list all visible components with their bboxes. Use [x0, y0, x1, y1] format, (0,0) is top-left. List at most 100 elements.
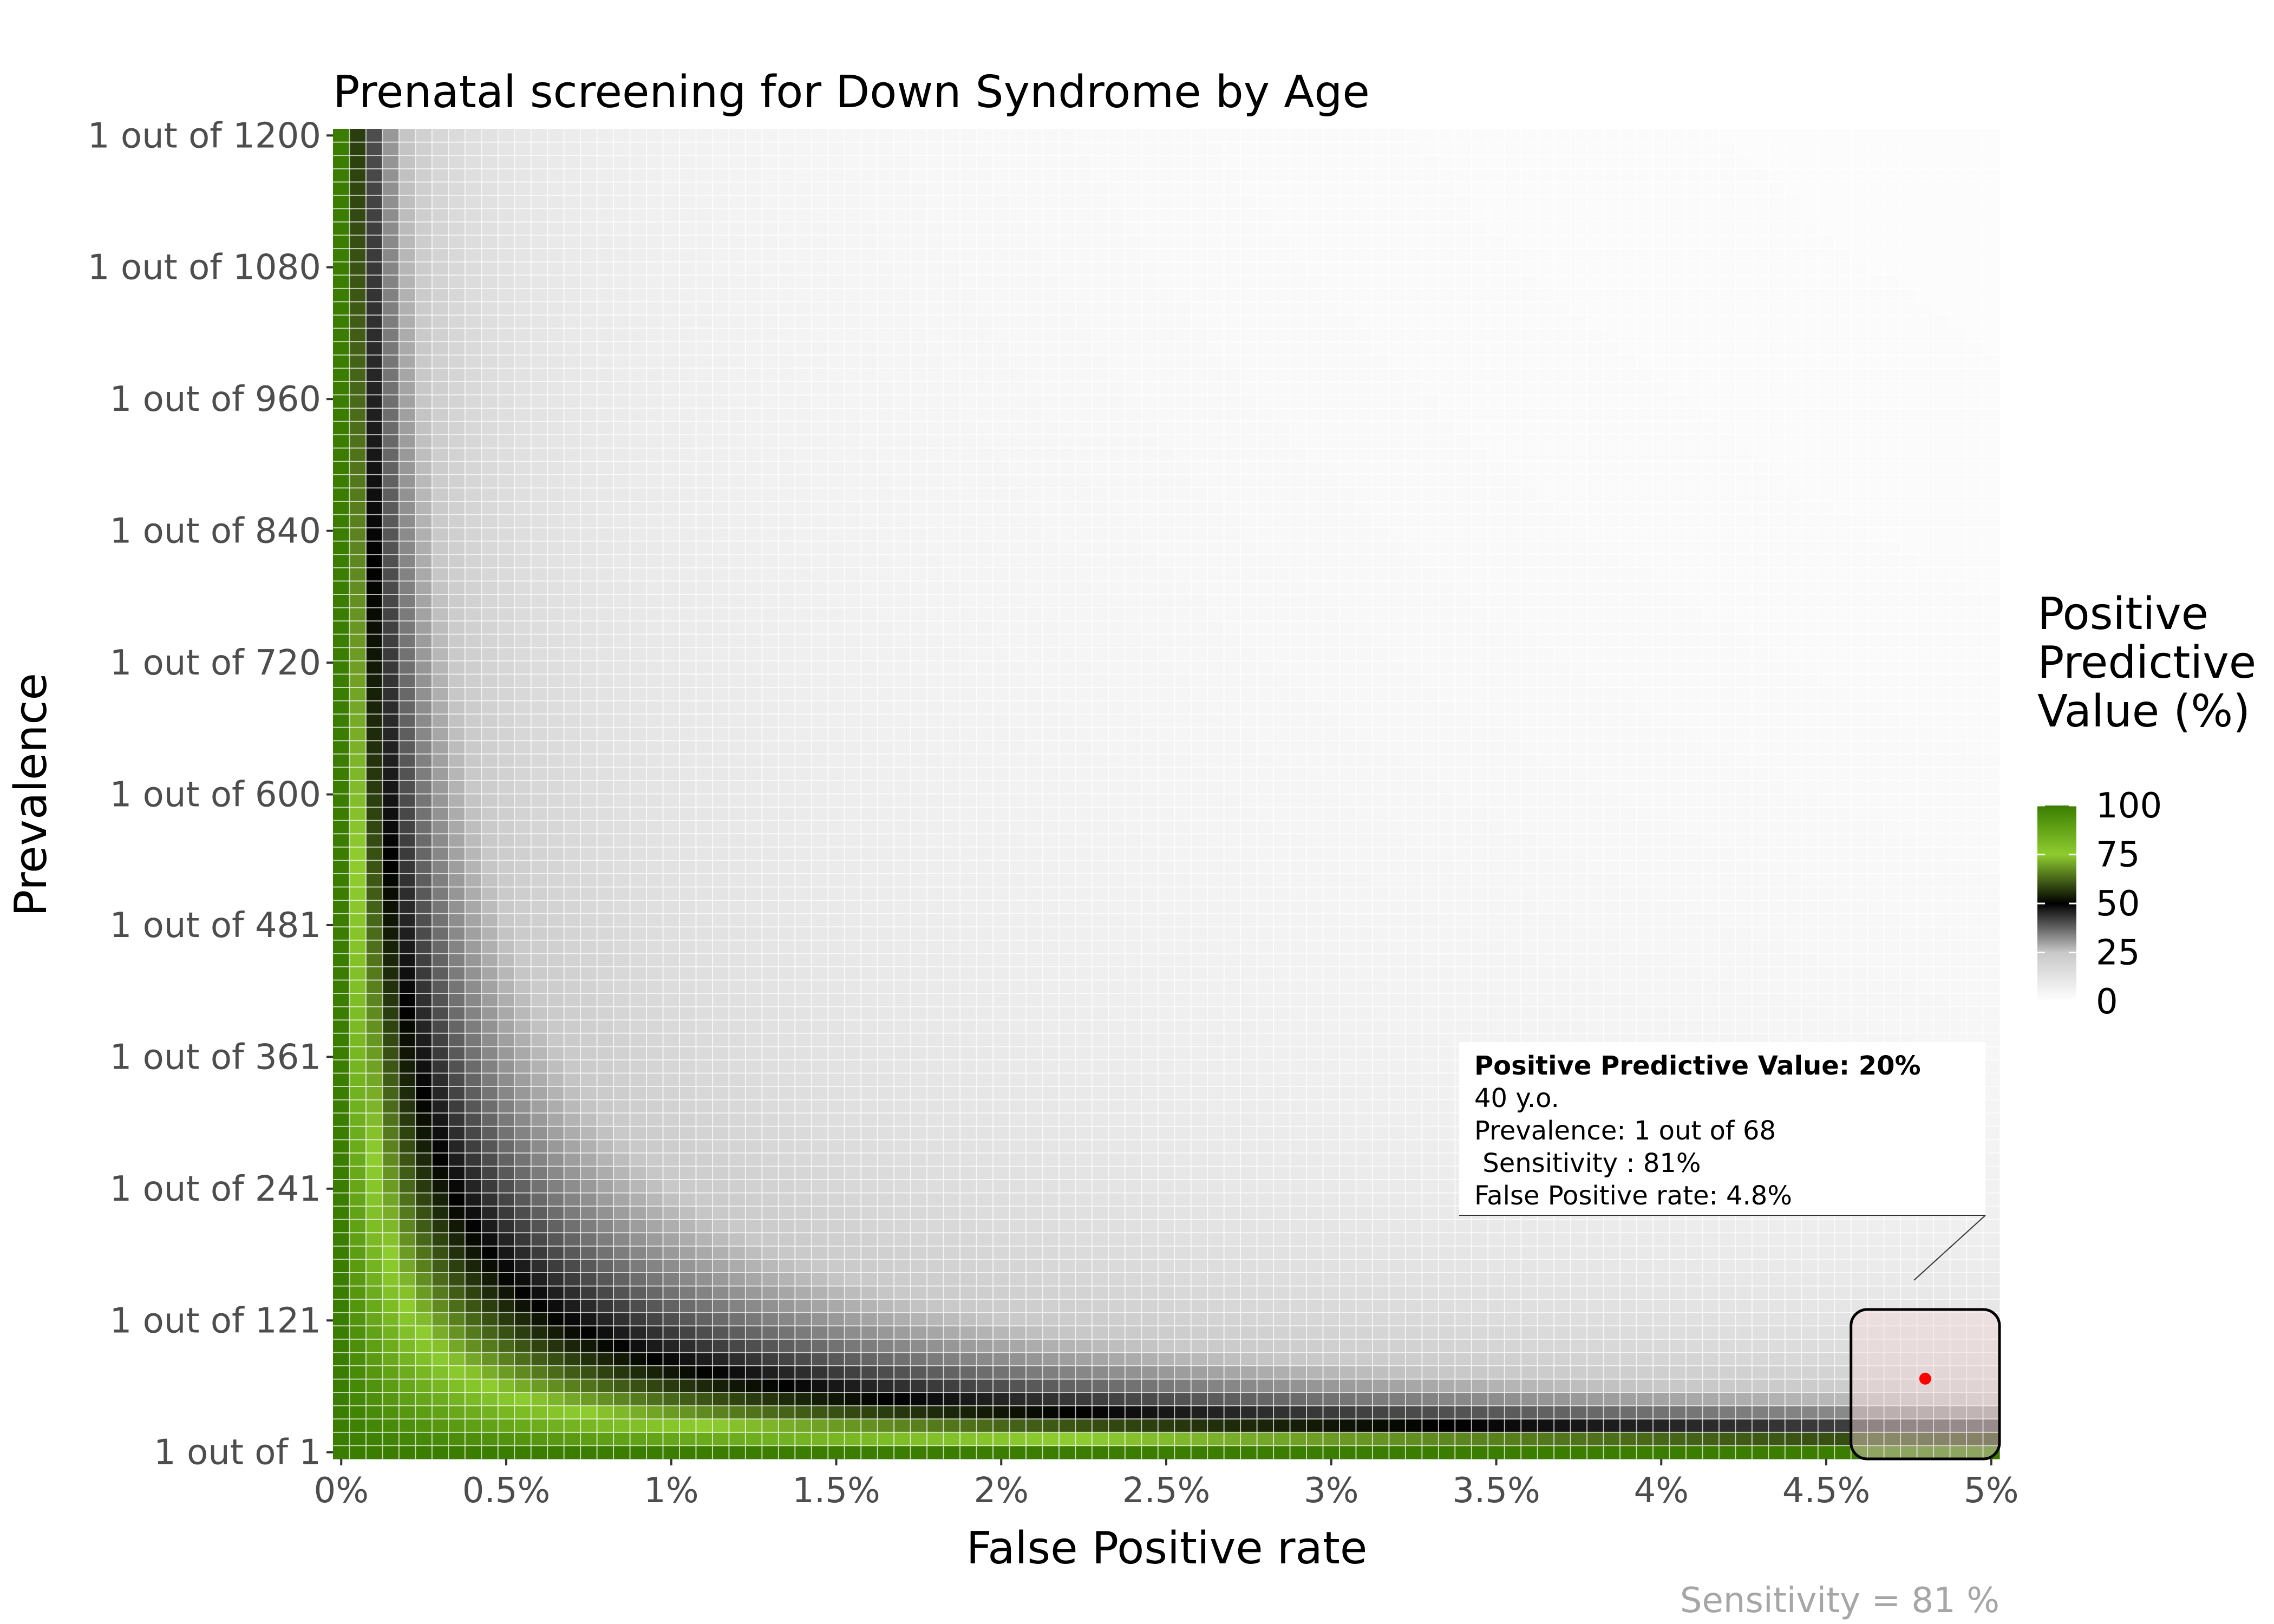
heatmap-cell — [415, 1286, 433, 1300]
heatmap-cell — [1075, 607, 1093, 621]
heatmap-cell — [811, 1126, 828, 1140]
heatmap-cell — [894, 342, 911, 356]
heatmap-cell — [1009, 1020, 1027, 1034]
heatmap-cell — [1075, 741, 1093, 755]
heatmap-cell — [894, 355, 911, 369]
heatmap-cell — [1058, 1033, 1076, 1047]
heatmap-cell — [1108, 674, 1126, 688]
heatmap-cell — [630, 1379, 647, 1393]
heatmap-cell — [481, 395, 499, 409]
heatmap-cell — [927, 261, 944, 276]
heatmap-cell — [894, 302, 911, 316]
heatmap-cell — [613, 474, 631, 488]
heatmap-cell — [745, 1246, 762, 1260]
heatmap-cell — [646, 408, 664, 422]
heatmap-cell — [1141, 594, 1159, 608]
heatmap-cell — [514, 368, 532, 382]
heatmap-cell — [861, 1259, 878, 1273]
heatmap-cell — [1042, 1432, 1060, 1446]
heatmap-cell — [679, 727, 697, 741]
heatmap-cell — [712, 847, 730, 861]
heatmap-cell — [894, 927, 911, 941]
heatmap-cell — [448, 634, 466, 648]
heatmap-cell — [514, 1099, 532, 1114]
heatmap-cell — [943, 421, 960, 435]
heatmap-cell — [398, 461, 416, 475]
heatmap-cell — [1075, 1152, 1093, 1167]
heatmap-cell — [514, 221, 532, 236]
heatmap-cell — [481, 647, 499, 662]
heatmap-cell — [778, 754, 795, 768]
heatmap-cell — [1009, 1180, 1027, 1194]
heatmap-cell — [712, 594, 730, 608]
heatmap-cell — [1009, 514, 1027, 528]
heatmap-cell — [993, 873, 1010, 888]
heatmap-cell — [960, 900, 977, 914]
heatmap-cell — [580, 1405, 598, 1419]
heatmap-cell — [894, 514, 911, 528]
heatmap-cell — [646, 182, 664, 196]
heatmap-cell — [1042, 1126, 1060, 1140]
heatmap-cell — [349, 221, 367, 236]
heatmap-cell — [432, 674, 449, 688]
heatmap-cell — [745, 754, 762, 768]
heatmap-cell — [448, 887, 466, 901]
heatmap-cell — [564, 1259, 581, 1273]
heatmap-cell — [597, 1140, 614, 1154]
heatmap-cell — [828, 168, 845, 182]
heatmap-cell — [745, 1180, 762, 1194]
heatmap-cell — [630, 940, 647, 954]
heatmap-cell — [1075, 448, 1093, 462]
heatmap-cell — [861, 621, 878, 635]
heatmap-cell — [1141, 873, 1159, 888]
heatmap-cell — [976, 501, 994, 515]
heatmap-cell — [844, 993, 861, 1007]
heatmap-cell — [778, 541, 795, 555]
heatmap-cell — [514, 780, 532, 795]
heatmap-cell — [844, 780, 861, 795]
heatmap-cell — [745, 687, 762, 702]
heatmap-cell — [927, 980, 944, 994]
heatmap-cell — [943, 607, 960, 621]
heatmap-cell — [415, 248, 433, 263]
heatmap-cell — [877, 887, 894, 901]
heatmap-cell — [1108, 208, 1126, 222]
heatmap-cell — [795, 1086, 812, 1101]
heatmap-cell — [365, 155, 383, 169]
heatmap-cell — [1092, 328, 1109, 342]
heatmap-cell — [679, 900, 697, 914]
heatmap-cell — [712, 435, 730, 449]
heatmap-cell — [646, 887, 664, 901]
heatmap-cell — [762, 208, 779, 222]
heatmap-cell — [1141, 275, 1159, 289]
heatmap-cell — [943, 1379, 960, 1393]
heatmap-cell — [531, 381, 548, 395]
heatmap-cell — [976, 155, 994, 169]
heatmap-cell — [398, 474, 416, 488]
heatmap-cell — [498, 980, 515, 994]
heatmap-cell — [861, 235, 878, 249]
heatmap-cell — [514, 1445, 532, 1459]
heatmap-cell — [432, 421, 449, 435]
heatmap-cell — [762, 1152, 779, 1167]
heatmap-cell — [795, 1405, 812, 1419]
heatmap-cell — [564, 1299, 581, 1313]
heatmap-cell — [712, 634, 730, 648]
heatmap-cell — [894, 660, 911, 675]
heatmap-cell — [910, 474, 927, 488]
heatmap-cell — [663, 342, 680, 356]
heatmap-cell — [398, 221, 416, 236]
heatmap-cell — [597, 1392, 614, 1406]
heatmap-cell — [564, 700, 581, 715]
heatmap-cell — [646, 966, 664, 981]
heatmap-cell — [894, 1033, 911, 1047]
heatmap-cell — [943, 448, 960, 462]
heatmap-cell — [547, 1392, 565, 1406]
heatmap-cell — [828, 355, 845, 369]
heatmap-cell — [943, 155, 960, 169]
heatmap-cell — [547, 780, 565, 795]
heatmap-cell — [1025, 1419, 1043, 1433]
heatmap-cell — [382, 1246, 400, 1260]
heatmap-cell — [828, 940, 845, 954]
heatmap-cell — [398, 408, 416, 422]
